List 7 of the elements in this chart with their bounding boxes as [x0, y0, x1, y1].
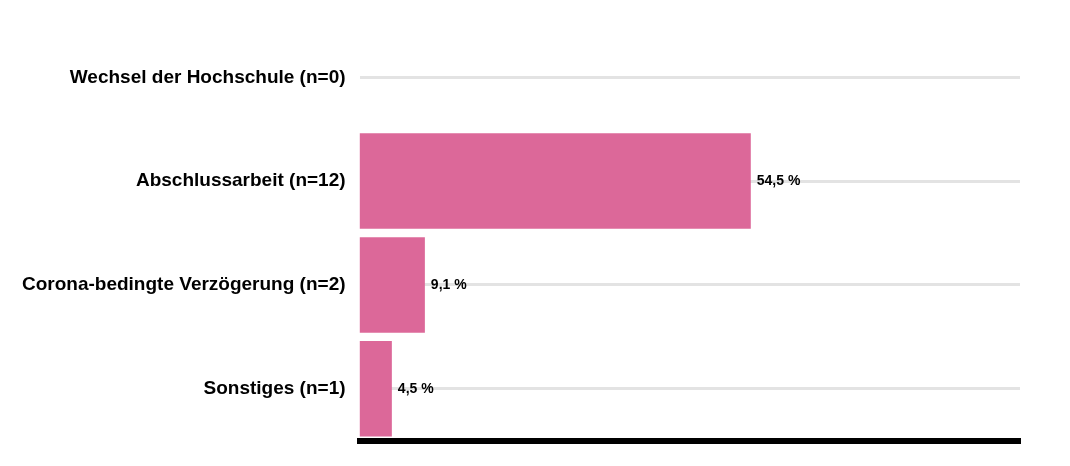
- y-tick-label: Corona-bedingte Verzögerung (n=2): [21, 273, 346, 295]
- data-label: 4,5 %: [397, 379, 435, 396]
- data-label: 54,5 %: [756, 171, 801, 188]
- y-tick-label: Sonstiges (n=1): [203, 376, 346, 398]
- data-label: 9,1 %: [430, 275, 468, 292]
- y-tick-label: Wechsel der Hochschule (n=0): [69, 65, 346, 87]
- y-tick-label: Abschlussarbeit (n=12): [135, 169, 346, 191]
